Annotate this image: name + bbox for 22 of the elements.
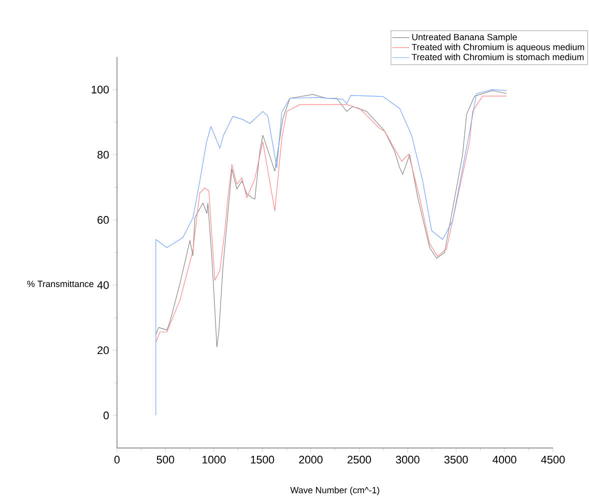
legend-label: Treated with Chromium is aqueous medium xyxy=(412,44,584,52)
line-series xyxy=(156,89,507,416)
x-tick-label: 3500 xyxy=(444,456,468,464)
y-tick-label: 80 xyxy=(98,150,109,159)
x-tick-label: 1500 xyxy=(250,456,274,464)
x-tick-label: 0 xyxy=(114,456,120,464)
legend-label: Untreated Banana Sample xyxy=(412,34,517,42)
y-tick-label: 100 xyxy=(92,86,109,94)
legend-label: Treated with Chromium is stomach medium xyxy=(412,54,584,60)
x-tick-label: 2500 xyxy=(348,456,371,464)
y-tick-label: 0 xyxy=(104,412,109,420)
x-tick-label: 1000 xyxy=(202,456,226,464)
y-tick-label: 20 xyxy=(98,346,109,354)
x-tick-label: 500 xyxy=(156,456,174,464)
x-tick-label: 2000 xyxy=(299,456,323,464)
y-axis-title: % Transmittance xyxy=(27,280,94,288)
x-axis-title: Wave Number (cm^-1) xyxy=(290,486,380,496)
x-tick-label: 3000 xyxy=(396,456,420,464)
y-tick-label: 60 xyxy=(98,216,109,224)
x-tick-label: 4000 xyxy=(492,456,516,464)
x-tick-label: 4500 xyxy=(541,456,565,464)
y-tick-label: 40 xyxy=(97,281,109,289)
